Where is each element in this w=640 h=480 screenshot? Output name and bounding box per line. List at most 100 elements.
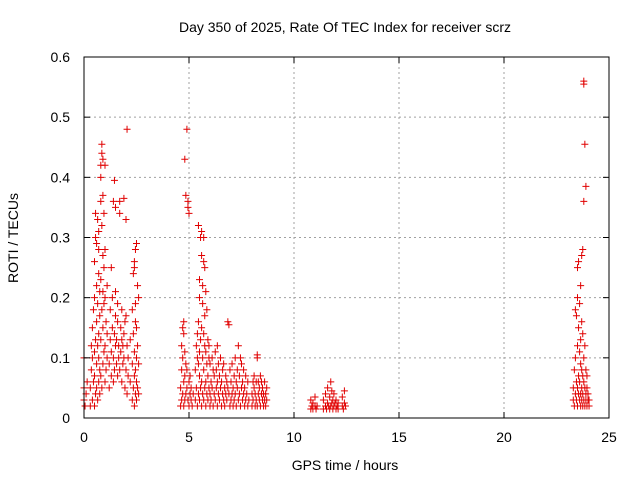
data-point bbox=[194, 360, 202, 368]
data-point bbox=[97, 173, 105, 181]
data-point bbox=[579, 330, 587, 338]
data-point bbox=[197, 336, 205, 344]
data-point bbox=[131, 366, 139, 374]
data-point bbox=[580, 354, 588, 362]
data-point bbox=[226, 366, 234, 374]
data-point bbox=[341, 402, 349, 410]
data-point bbox=[212, 366, 220, 374]
data-point bbox=[256, 372, 264, 380]
data-point bbox=[196, 372, 203, 380]
data-point bbox=[322, 390, 329, 398]
data-point bbox=[584, 390, 592, 398]
data-point bbox=[98, 306, 106, 314]
y-tick-label: 0.1 bbox=[51, 350, 71, 366]
data-point bbox=[103, 282, 111, 290]
data-point bbox=[313, 402, 321, 410]
data-point bbox=[181, 155, 189, 163]
data-point bbox=[129, 330, 137, 338]
data-point bbox=[577, 282, 585, 290]
data-point bbox=[101, 342, 109, 350]
data-point bbox=[326, 393, 334, 401]
data-point bbox=[206, 360, 214, 368]
data-point bbox=[236, 354, 244, 362]
data-point bbox=[199, 282, 207, 290]
data-point bbox=[133, 324, 140, 332]
data-point bbox=[133, 240, 140, 248]
data-point bbox=[191, 366, 199, 374]
data-point bbox=[577, 360, 585, 368]
data-point bbox=[133, 354, 140, 362]
chart-title: Day 350 of 2025, Rate Of TEC Index for r… bbox=[179, 19, 511, 35]
data-point bbox=[110, 176, 118, 184]
data-point bbox=[200, 330, 208, 338]
data-point bbox=[250, 372, 258, 380]
data-point bbox=[196, 348, 203, 356]
data-point bbox=[572, 312, 580, 320]
data-point bbox=[183, 125, 191, 133]
data-point bbox=[114, 318, 122, 326]
data-point bbox=[95, 246, 103, 254]
x-axis-label: GPS time / hours bbox=[292, 457, 399, 473]
data-point bbox=[583, 384, 591, 392]
data-point bbox=[204, 336, 212, 344]
data-point bbox=[97, 372, 105, 380]
data-point bbox=[122, 366, 130, 374]
data-point bbox=[94, 215, 102, 223]
data-point bbox=[574, 342, 581, 350]
y-tick-label: 0.4 bbox=[51, 169, 71, 185]
data-point bbox=[262, 390, 270, 398]
data-point bbox=[96, 366, 104, 374]
data-point bbox=[102, 366, 110, 374]
data-point bbox=[101, 378, 109, 386]
data-point bbox=[95, 354, 103, 362]
data-point bbox=[106, 306, 114, 314]
data-point bbox=[87, 366, 95, 374]
data-point bbox=[99, 252, 107, 260]
data-point bbox=[213, 342, 221, 350]
data-point bbox=[203, 306, 211, 314]
data-point bbox=[582, 182, 590, 190]
data-point bbox=[194, 221, 202, 229]
data-point bbox=[131, 300, 139, 308]
data-point bbox=[129, 270, 137, 278]
data-points bbox=[80, 77, 593, 413]
y-tick-label: 0 bbox=[62, 410, 70, 426]
data-point bbox=[98, 149, 106, 157]
data-point bbox=[224, 318, 232, 326]
data-point bbox=[196, 294, 203, 302]
grid bbox=[84, 57, 609, 418]
data-point bbox=[574, 264, 581, 272]
data-point bbox=[182, 360, 190, 368]
data-point bbox=[581, 342, 589, 350]
data-point bbox=[130, 402, 138, 410]
data-point bbox=[200, 258, 208, 266]
y-tick-label: 0.6 bbox=[51, 49, 71, 65]
data-point bbox=[116, 197, 124, 205]
data-point bbox=[576, 348, 584, 356]
data-point bbox=[179, 354, 187, 362]
data-point bbox=[101, 161, 109, 169]
data-point bbox=[124, 354, 132, 362]
data-point bbox=[107, 264, 115, 272]
data-point bbox=[93, 318, 101, 326]
data-point bbox=[128, 306, 136, 314]
data-point bbox=[116, 209, 124, 217]
data-point bbox=[571, 354, 579, 362]
data-point bbox=[112, 203, 119, 211]
data-point bbox=[131, 318, 139, 326]
data-point bbox=[100, 300, 108, 308]
data-point bbox=[180, 318, 188, 326]
data-point bbox=[107, 372, 115, 380]
y-tick-label: 0.3 bbox=[51, 230, 71, 246]
data-point bbox=[133, 378, 140, 386]
data-point bbox=[112, 312, 119, 320]
data-point bbox=[124, 372, 132, 380]
data-point bbox=[102, 318, 110, 326]
data-point bbox=[582, 366, 590, 374]
y-tick-labels: 0 0.1 0.2 0.3 0.4 0.5 0.6 bbox=[51, 49, 71, 426]
data-point bbox=[238, 360, 245, 368]
x-tick-label: 5 bbox=[185, 429, 193, 445]
data-point bbox=[114, 372, 122, 380]
data-point bbox=[99, 288, 107, 296]
data-point bbox=[133, 396, 140, 404]
